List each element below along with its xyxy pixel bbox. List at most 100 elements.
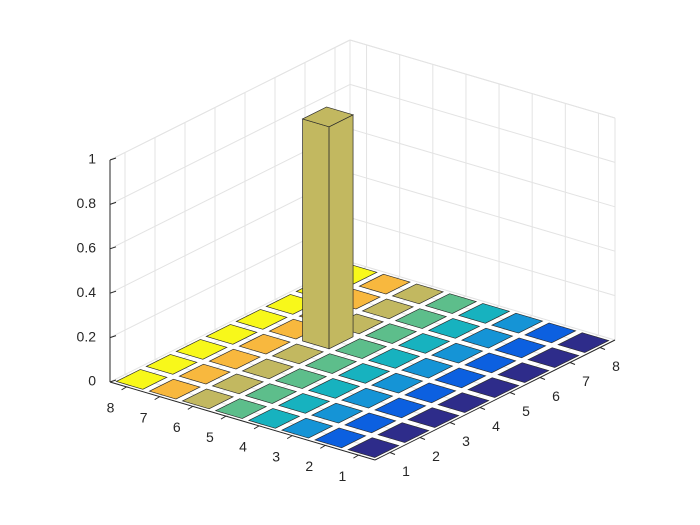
bar-top bbox=[397, 333, 451, 354]
bar-top bbox=[241, 358, 295, 380]
x-tick bbox=[539, 377, 546, 380]
x-tick-label: 7 bbox=[582, 373, 590, 389]
z-tick-label: 0.4 bbox=[77, 284, 97, 300]
bar-top bbox=[374, 397, 427, 419]
bar-top bbox=[340, 387, 394, 409]
bar-top bbox=[557, 332, 610, 353]
z-tick-label: 0.2 bbox=[77, 328, 97, 344]
bar-top bbox=[437, 392, 490, 413]
bar-top bbox=[337, 363, 391, 384]
grid-line bbox=[349, 83, 616, 163]
bar-top bbox=[175, 339, 228, 360]
bar-top bbox=[277, 393, 331, 414]
x-tick bbox=[569, 362, 576, 365]
y-tick-label: 4 bbox=[239, 439, 247, 455]
y-tick-label: 2 bbox=[305, 458, 313, 474]
grid-line bbox=[109, 83, 351, 205]
y-tick bbox=[253, 425, 260, 430]
bar-top bbox=[430, 342, 484, 364]
bar-top bbox=[235, 309, 288, 330]
wall-edge bbox=[349, 39, 616, 119]
z-tick bbox=[109, 335, 117, 339]
y-tick-label: 6 bbox=[173, 419, 181, 435]
bar-top bbox=[211, 373, 265, 395]
z-tick-label: 0 bbox=[88, 373, 96, 389]
bar-top bbox=[524, 322, 577, 344]
x-tick-label: 1 bbox=[402, 463, 410, 479]
bar-side bbox=[328, 114, 354, 350]
y-tick bbox=[121, 386, 127, 391]
grid-line bbox=[349, 261, 616, 341]
bar-top bbox=[464, 352, 517, 374]
y-tick bbox=[220, 415, 227, 420]
bar-top bbox=[494, 337, 547, 359]
bar-top bbox=[394, 308, 448, 329]
x-tick bbox=[509, 392, 516, 395]
x-tick-label: 3 bbox=[462, 433, 470, 449]
bar-top bbox=[208, 348, 261, 370]
z-tick bbox=[109, 201, 117, 205]
z-tick bbox=[109, 246, 117, 250]
bar-top bbox=[307, 378, 361, 399]
bar-top bbox=[427, 318, 481, 339]
x-tick-label: 5 bbox=[522, 403, 530, 419]
bar-top bbox=[274, 368, 328, 389]
bar-top bbox=[344, 412, 397, 434]
x-tick-label: 2 bbox=[432, 448, 440, 464]
bar-top bbox=[358, 273, 411, 295]
bar-top bbox=[347, 437, 400, 458]
z-tick-label: 0.8 bbox=[77, 195, 97, 211]
z-tick-label: 1 bbox=[88, 151, 96, 167]
z-tick bbox=[109, 379, 117, 383]
z-tick bbox=[109, 157, 117, 161]
bar-top bbox=[115, 369, 168, 390]
bar-top bbox=[334, 338, 388, 359]
x-tick bbox=[389, 452, 396, 455]
y-tick-label: 3 bbox=[272, 448, 280, 464]
bar-top bbox=[247, 408, 301, 429]
bar-top bbox=[457, 303, 511, 324]
z-tick bbox=[109, 290, 117, 294]
bar-side bbox=[302, 118, 330, 350]
bar-top bbox=[404, 382, 457, 404]
bar-top bbox=[467, 377, 520, 398]
x-tick-label: 4 bbox=[492, 418, 500, 434]
y-tick-label: 8 bbox=[107, 400, 115, 416]
x-tick bbox=[479, 407, 486, 410]
z-tick-label: 0.6 bbox=[77, 240, 97, 256]
y-tick bbox=[154, 396, 160, 401]
bar-top bbox=[181, 388, 235, 410]
bar-top bbox=[301, 106, 355, 128]
bar-top bbox=[271, 343, 325, 365]
grid-line bbox=[349, 172, 616, 252]
bar-top bbox=[310, 402, 364, 424]
bar-top bbox=[148, 378, 201, 400]
y-axis bbox=[109, 381, 376, 461]
bar-top bbox=[391, 283, 445, 305]
bar-top bbox=[145, 354, 198, 375]
bar-top bbox=[400, 357, 454, 379]
bar-top bbox=[178, 363, 231, 385]
y-tick bbox=[353, 454, 359, 459]
bar-top bbox=[460, 327, 514, 349]
x-tick-label: 6 bbox=[552, 388, 560, 404]
bar-top bbox=[377, 422, 430, 443]
y-tick-label: 1 bbox=[339, 468, 347, 484]
y-tick bbox=[187, 405, 194, 410]
bar-top bbox=[434, 367, 487, 389]
x-axis bbox=[374, 339, 616, 461]
grid-line bbox=[349, 217, 616, 297]
bar-top bbox=[424, 293, 478, 314]
bar-top bbox=[367, 348, 421, 369]
bar-top bbox=[364, 323, 418, 344]
bar-top bbox=[205, 324, 258, 345]
bar-top bbox=[370, 372, 424, 394]
wall-edge bbox=[109, 39, 351, 161]
y-tick bbox=[286, 435, 293, 440]
bar-top bbox=[214, 398, 268, 419]
bar-top bbox=[280, 417, 334, 439]
grid-line bbox=[349, 128, 616, 208]
x-tick-label: 8 bbox=[612, 358, 620, 374]
bar-top bbox=[244, 383, 298, 404]
